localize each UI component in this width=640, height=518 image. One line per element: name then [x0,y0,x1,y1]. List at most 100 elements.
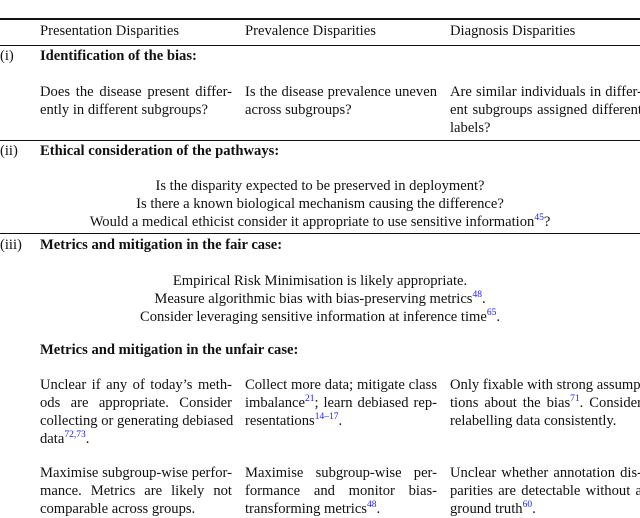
citation-link[interactable]: 48 [472,290,482,300]
citation-link[interactable]: 48 [367,500,377,510]
citation-link[interactable]: 21 [304,394,315,404]
text-segment: ; learn debiased rep- [314,395,437,411]
text-segment: . [532,501,536,517]
citation-link[interactable]: 60 [522,500,533,510]
text-line: collecting or generating debiased [40,412,233,430]
top-rule [0,18,640,20]
text-segment: ? [543,214,551,230]
mitigation-cell-1: Unclear if any of today’s meth-ods are a… [40,376,233,448]
metric-cell-2: Maximise subgroup-wise per-formance and … [245,464,437,518]
section-i-cell-3: Are similar individuals in differ-ent su… [450,83,640,137]
text-segment: Is the disparity expected to be preserve… [155,178,485,194]
text-segment: . [376,501,381,517]
text-segment: ent subgroups assigned different [450,102,640,118]
section-i-cell-1: Does the disease present differ-ently in… [40,83,232,119]
text-line: mance. Metrics are likely not [40,482,232,500]
section-ii-label: (ii) [0,143,18,159]
text-segment: transforming metrics [245,501,367,517]
text-segment: . [481,291,486,307]
text-segment: formance and monitor bias- [245,483,437,499]
text-segment: mance. Metrics are likely not [40,483,232,499]
text-segment: Unclear whether annotation dis- [450,465,640,481]
citation-link[interactable]: 14–17 [314,412,339,422]
text-segment: Empirical Risk Minimisation is likely ap… [172,273,468,289]
text-segment: imbalance [245,395,305,411]
text-segment: Maximise subgroup-wise per- [245,465,437,481]
text-line: tions about the bias71. Consider [450,394,640,412]
section-i-label: (i) [0,48,14,64]
text-segment: relabelling data consistently. [450,413,617,429]
text-line: ods are appropriate. Consider [40,394,232,412]
text-line: Empirical Risk Minimisation is likely ap… [0,272,640,290]
text-segment: ently in different subgroups? [40,102,208,118]
text-segment: Unclear if any of today’s meth- [40,377,232,393]
text-segment: labels? [450,120,491,136]
text-segment: Only fixable with strong assump- [450,377,640,393]
text-segment: . [85,431,90,447]
header-rule [0,45,640,46]
text-line: Collect more data; mitigate class [245,376,437,394]
text-line: resentations14–17. [245,412,437,430]
text-line: Maximise subgroup-wise perfor- [40,464,232,482]
text-line: Would a medical ethicist consider it app… [0,213,640,231]
text-segment: ods are appropriate. Consider [40,395,232,411]
section-ii-title: Ethical consideration of the pathways: [40,143,280,159]
text-segment: Consider leveraging sensitive informatio… [139,309,487,325]
citation-link[interactable]: 65 [486,308,497,318]
section-iii-label: (iii) [0,237,22,253]
text-line: Is there a known biological mechanism ca… [0,195,640,213]
text-line: transforming metrics48. [245,500,437,518]
section-i-cell-2: Is the disease prevalence uneven across s… [245,83,437,119]
text-line: Does the disease present differ- [40,83,232,101]
text-segment: Does the disease present differ- [40,84,232,100]
text-segment: Are similar individuals in differ- [450,84,640,100]
section-iii-fair-lines: Empirical Risk Minimisation is likely ap… [0,272,640,326]
text-segment: Measure algorithmic bias with bias-prese… [154,291,473,307]
text-line: Consider leveraging sensitive informatio… [0,308,640,326]
metric-cell-1: Maximise subgroup-wise perfor-mance. Met… [40,464,232,518]
mitigation-cell-2: Collect more data; mitigate class imbalan… [245,376,437,430]
header-col3: Diagnosis Disparities [450,23,576,39]
text-line: Only fixable with strong assump- [450,376,640,394]
text-line: Is the disparity expected to be preserve… [0,177,640,195]
citation-link[interactable]: 71 [570,394,580,404]
section-ii-lines: Is the disparity expected to be preserve… [0,177,640,231]
text-line: relabelling data consistently. [450,412,640,430]
text-segment: across subgroups? [245,102,352,118]
text-segment: Is there a known biological mechanism ca… [136,196,504,212]
text-segment: ground truth [450,501,523,517]
text-segment: parities are detectable without a [450,483,640,499]
text-line: ent subgroups assigned different [450,101,640,119]
citation-link[interactable]: 72,73 [64,430,86,440]
text-line: ently in different subgroups? [40,101,232,119]
text-line: Measure algorithmic bias with bias-prese… [0,290,640,308]
text-line: Unclear whether annotation dis- [450,464,640,482]
citation-link[interactable]: 45 [534,213,544,223]
text-segment: . [496,309,501,325]
text-line: Maximise subgroup-wise per- [245,464,437,482]
text-line: Is the disease prevalence uneven [245,83,437,101]
header-col1: Presentation Disparities [40,23,180,39]
header-col2: Prevalence Disparities [245,23,376,39]
text-line: parities are detectable without a [450,482,640,500]
text-segment: Maximise subgroup-wise perfor- [40,465,232,481]
text-line: imbalance21; learn debiased rep- [245,394,437,412]
text-segment: . [338,413,343,429]
section-ii-rule [0,233,640,234]
text-line: Unclear if any of today’s meth- [40,376,232,394]
section-i-rule [0,140,640,141]
text-segment: tions about the bias [450,395,571,411]
section-i-title: Identification of the bias: [40,48,197,64]
text-segment: Collect more data; mitigate class [245,377,437,393]
mitigation-cell-3: Only fixable with strong assump-tions ab… [450,376,640,430]
text-line: comparable across groups. [40,500,232,518]
text-line: labels? [450,119,640,137]
section-iii-title: Metrics and mitigation in the fair case: [40,237,283,253]
metric-cell-3: Unclear whether annotation dis-parities … [450,464,640,518]
text-line: ground truth60. [450,500,640,518]
text-segment: comparable across groups. [40,501,196,517]
text-segment: Is the disease prevalence uneven [245,84,437,100]
text-segment: resentations [245,413,315,429]
text-line: across subgroups? [245,101,437,119]
text-line: Are similar individuals in differ- [450,83,640,101]
